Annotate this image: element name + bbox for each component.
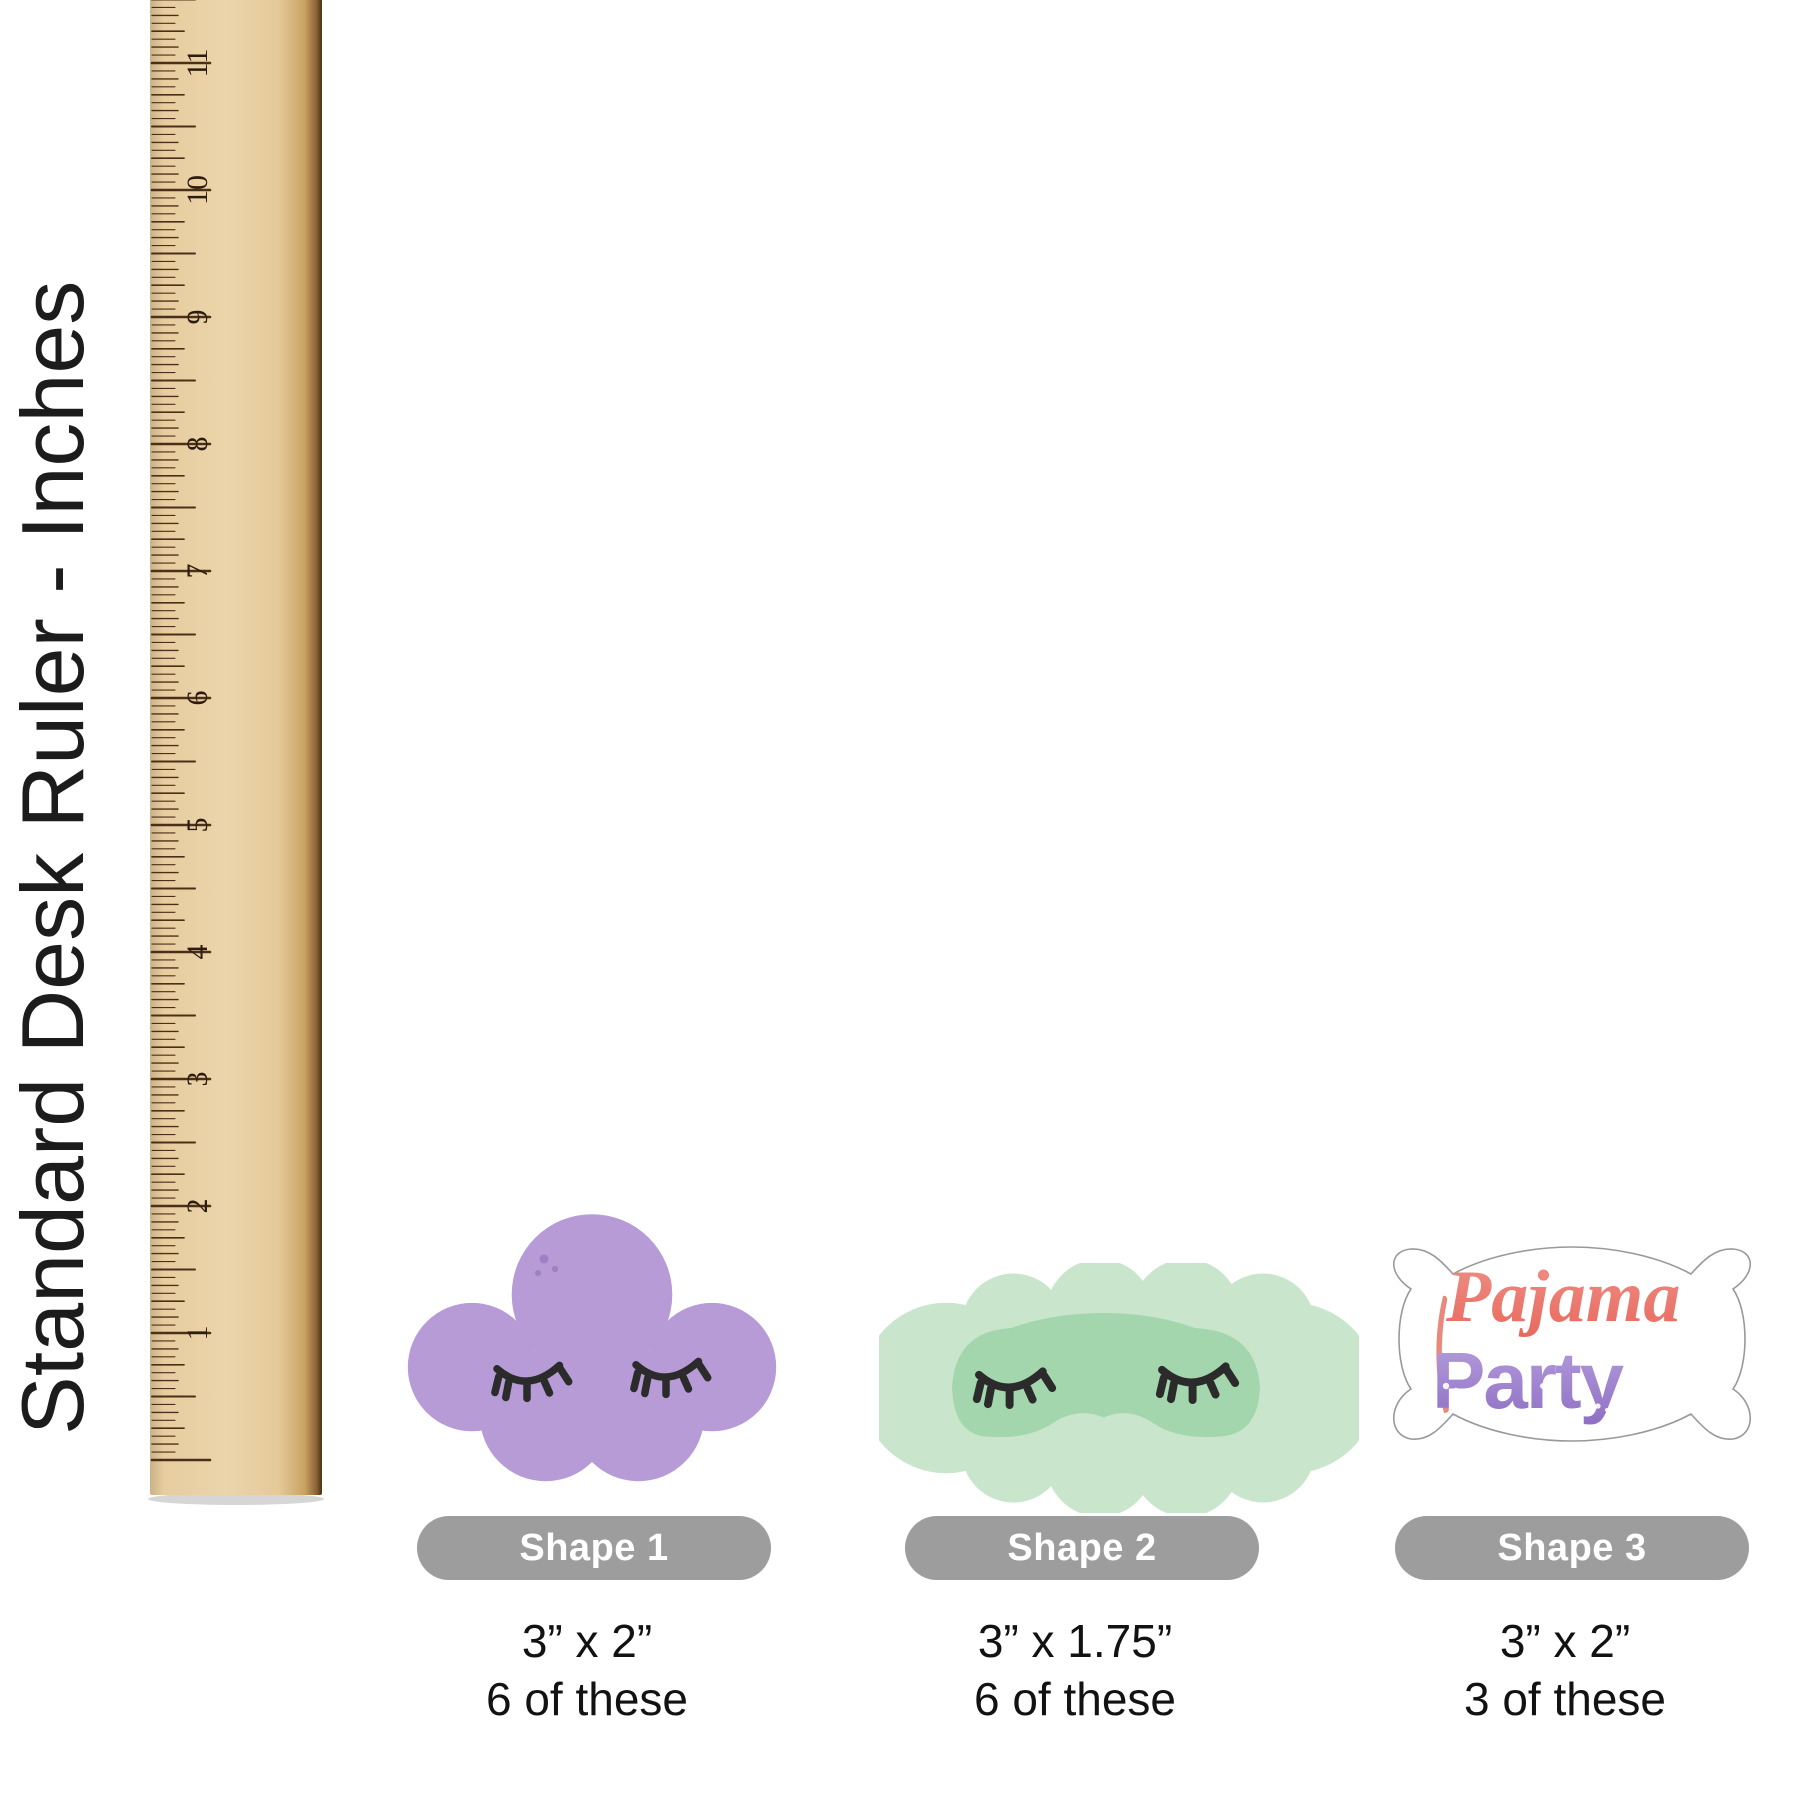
svg-text:8: 8 (181, 437, 214, 452)
svg-text:11: 11 (181, 49, 214, 78)
svg-text:Party: Party (1432, 1336, 1625, 1425)
svg-text:6: 6 (181, 691, 214, 706)
svg-text:Pajama: Pajama (1445, 1256, 1680, 1338)
svg-text:4: 4 (181, 945, 214, 960)
svg-text:3: 3 (181, 1072, 214, 1087)
svg-text:9: 9 (181, 310, 214, 325)
svg-text:5: 5 (181, 818, 214, 833)
svg-text:7: 7 (181, 564, 214, 579)
svg-text:2: 2 (181, 1199, 214, 1214)
svg-text:1: 1 (181, 1326, 214, 1341)
svg-text:10: 10 (181, 175, 214, 205)
